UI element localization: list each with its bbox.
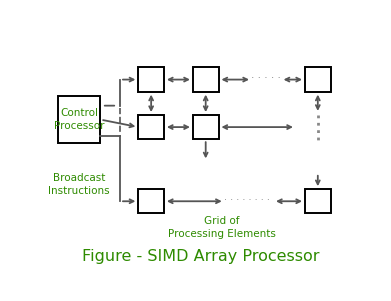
Bar	[138, 189, 164, 213]
Text: · · · · · · · ·: · · · · · · · ·	[224, 195, 270, 205]
Text: Broadcast
Instructions: Broadcast Instructions	[48, 173, 110, 196]
Text: Control
Processor: Control Processor	[54, 108, 104, 131]
Text: Grid of
Processing Elements: Grid of Processing Elements	[168, 216, 276, 239]
Bar	[138, 67, 164, 92]
Bar	[305, 189, 331, 213]
Bar	[58, 96, 100, 143]
Bar	[193, 67, 219, 92]
Bar	[305, 67, 331, 92]
Text: Figure - SIMD Array Processor: Figure - SIMD Array Processor	[82, 249, 319, 264]
Bar	[193, 115, 219, 139]
Bar	[138, 115, 164, 139]
Text: · · · · ·: · · · · ·	[251, 73, 280, 83]
